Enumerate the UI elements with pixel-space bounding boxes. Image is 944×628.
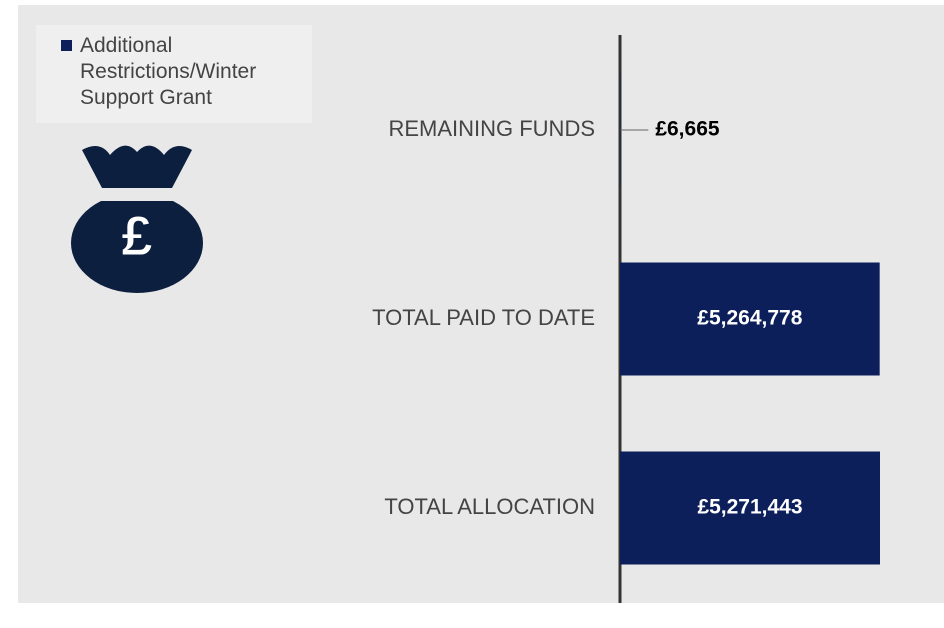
legend-label: Additional Restrictions/Winter Support G… bbox=[80, 34, 257, 109]
money-bag-icon: £ bbox=[71, 145, 203, 293]
bar bbox=[620, 451, 880, 565]
category-label: TOTAL ALLOCATION bbox=[384, 494, 595, 519]
svg-text:£: £ bbox=[121, 204, 152, 267]
legend-swatch bbox=[61, 40, 72, 51]
legend: Additional Restrictions/Winter Support G… bbox=[36, 25, 312, 123]
value-label: £5,271,443 bbox=[697, 496, 802, 519]
category-label: TOTAL PAID TO DATE bbox=[372, 305, 595, 330]
bar bbox=[620, 262, 880, 376]
value-label: £6,665 bbox=[655, 118, 720, 141]
value-label: £5,264,778 bbox=[697, 307, 802, 330]
category-label: REMAINING FUNDS bbox=[388, 116, 595, 141]
